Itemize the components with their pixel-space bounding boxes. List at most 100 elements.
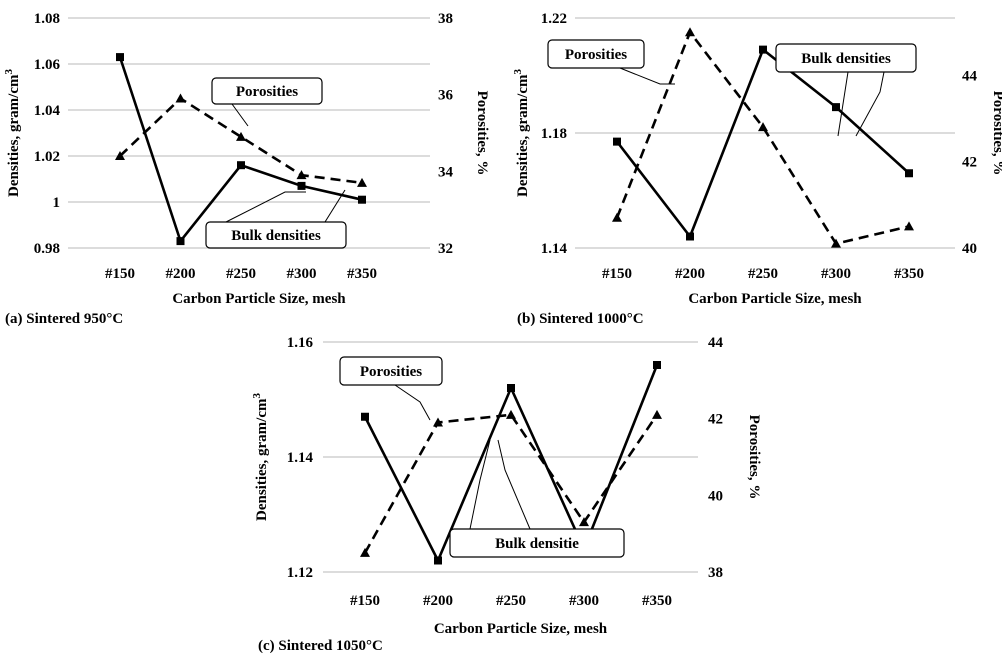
y-tick-label: 1.16 <box>287 335 314 351</box>
porosities-point <box>904 221 914 231</box>
y-tick-label: 1.02 <box>34 149 60 165</box>
x-tick-label: #350 <box>642 593 672 609</box>
porosities-point <box>175 93 186 103</box>
x-tick-label: #350 <box>347 266 377 282</box>
y2-tick-label: 38 <box>438 11 453 27</box>
bulk-densities-callout-box <box>775 43 917 73</box>
y-tick-label: 1.18 <box>541 126 567 142</box>
x-axis-title: Carbon Particle Size, mesh <box>434 621 608 637</box>
bulk-densities-callout-leader <box>469 439 491 530</box>
porosities-point <box>360 547 370 557</box>
bulk-densities-point <box>507 384 515 392</box>
porosities-point <box>685 27 695 37</box>
bulk-densities-line <box>615 47 910 240</box>
bulk-densities-callout-box <box>449 528 625 558</box>
bulk-densities-callout-leader <box>225 191 306 223</box>
y-axis-title: Densities, gram/cm3 <box>3 69 22 197</box>
porosities-callout-box <box>339 356 443 386</box>
y-tick-label: 1.04 <box>34 103 61 119</box>
y2-tick-label: 40 <box>962 241 977 257</box>
x-axis-title: Carbon Particle Size, mesh <box>688 291 862 307</box>
bulk-densities-point <box>832 103 840 112</box>
porosities-point <box>357 177 367 187</box>
bulk-densities-callout-label: Bulk densities <box>231 228 321 244</box>
chart-caption: (a) Sintered 950°C <box>5 311 123 327</box>
bulk-densities-point <box>613 137 621 146</box>
y2-tick-label: 40 <box>708 488 723 504</box>
y2-tick-label: 42 <box>708 412 723 428</box>
porosities-callout-label: Porosities <box>360 364 422 380</box>
porosities-callout-box <box>211 77 323 105</box>
x-tick-label: #350 <box>894 266 924 282</box>
y2-tick-label: 38 <box>708 565 723 581</box>
x-tick-label: #300 <box>821 266 851 282</box>
y-tick-label: 1.14 <box>541 241 568 257</box>
porosities-point <box>236 131 246 141</box>
porosities-callout-leader <box>619 67 675 85</box>
porosities-point <box>115 151 125 160</box>
bulk-densities-callout-box <box>205 221 347 249</box>
porosities-point <box>652 409 662 419</box>
chart-b: 1.14 1.18 1.22 40 42 44 #150 #200 #250 #300 #350 Ca… <box>512 11 1002 327</box>
x-tick-label: #200 <box>675 266 705 282</box>
porosities-callout-label: Porosities <box>565 47 627 63</box>
porosities-point <box>579 517 589 527</box>
bulk-densities-callout-leader <box>324 189 346 223</box>
bulk-densities-point <box>434 556 442 565</box>
chart-a: 0.98 1 1.02 1.04 1.06 1.08 32 34 36 38 #150 #200 #25… <box>3 11 490 327</box>
x-tick-label: #250 <box>496 593 526 609</box>
porosities-point <box>831 238 841 248</box>
x-tick-label: #150 <box>105 266 135 282</box>
y2-axis-title: Porosities, % <box>990 91 1002 176</box>
porosities-line <box>615 29 910 246</box>
porosities-callout-box <box>547 39 645 69</box>
bulk-densities-callout-leader <box>497 439 531 530</box>
bulk-densities-point <box>297 181 306 190</box>
y-tick-label: 1.08 <box>34 11 60 27</box>
x-tick-label: #200 <box>166 266 196 282</box>
bulk-densities-point <box>237 161 245 170</box>
porosities-point <box>296 170 307 180</box>
chart-caption: (b) Sintered 1000°C <box>517 311 644 327</box>
porosities-point <box>758 122 768 132</box>
y2-tick-label: 36 <box>438 88 454 104</box>
y-axis-title: Densities, gram/cm3 <box>512 69 531 197</box>
porosities-point <box>612 212 622 222</box>
bulk-densities-callout-label: Bulk densities <box>801 51 891 67</box>
porosities-point <box>433 417 443 427</box>
porosities-callout-leader <box>394 384 431 421</box>
x-tick-label: #250 <box>226 266 256 282</box>
y-tick-label: 1.14 <box>287 450 314 466</box>
y2-tick-label: 34 <box>438 164 454 180</box>
porosities-point <box>506 409 516 419</box>
y-tick-label: 0.98 <box>34 241 60 257</box>
chart-c: 1.12 1.14 1.16 38 40 42 44 #150 #200 #250 #300 #350… <box>251 335 762 654</box>
bulk-densities-point <box>653 361 661 369</box>
bulk-densities-point <box>905 169 913 178</box>
y2-tick-label: 42 <box>962 155 977 171</box>
x-tick-label: #300 <box>569 593 599 609</box>
x-tick-label: #300 <box>287 266 317 282</box>
y-tick-label: 1.12 <box>287 565 313 581</box>
y2-axis-title: Porosities, % <box>474 91 490 176</box>
x-tick-label: #150 <box>350 593 380 609</box>
porosities-callout-label: Porosities <box>236 84 298 100</box>
porosities-callout-leader <box>231 103 249 127</box>
porosities-line <box>119 96 363 185</box>
bulk-densities-point <box>176 237 185 246</box>
y2-tick-label: 32 <box>438 241 453 257</box>
bulk-densities-point <box>686 232 694 241</box>
y-tick-label: 1 <box>53 195 61 211</box>
chart-caption: (c) Sintered 1050°C <box>258 638 383 654</box>
x-tick-label: #250 <box>748 266 778 282</box>
y-axis-title: Densities, gram/cm3 <box>251 393 270 521</box>
y2-tick-label: 44 <box>708 335 724 351</box>
y2-axis-title: Porosities, % <box>746 415 762 500</box>
bulk-densities-callout-leader <box>855 71 885 137</box>
bulk-densities-callout-label: Bulk densitie <box>495 536 579 552</box>
porosities-line <box>363 413 659 554</box>
y2-tick-label: 44 <box>962 68 978 84</box>
bulk-densities-point <box>358 195 366 204</box>
y-tick-label: 1.22 <box>541 11 567 27</box>
